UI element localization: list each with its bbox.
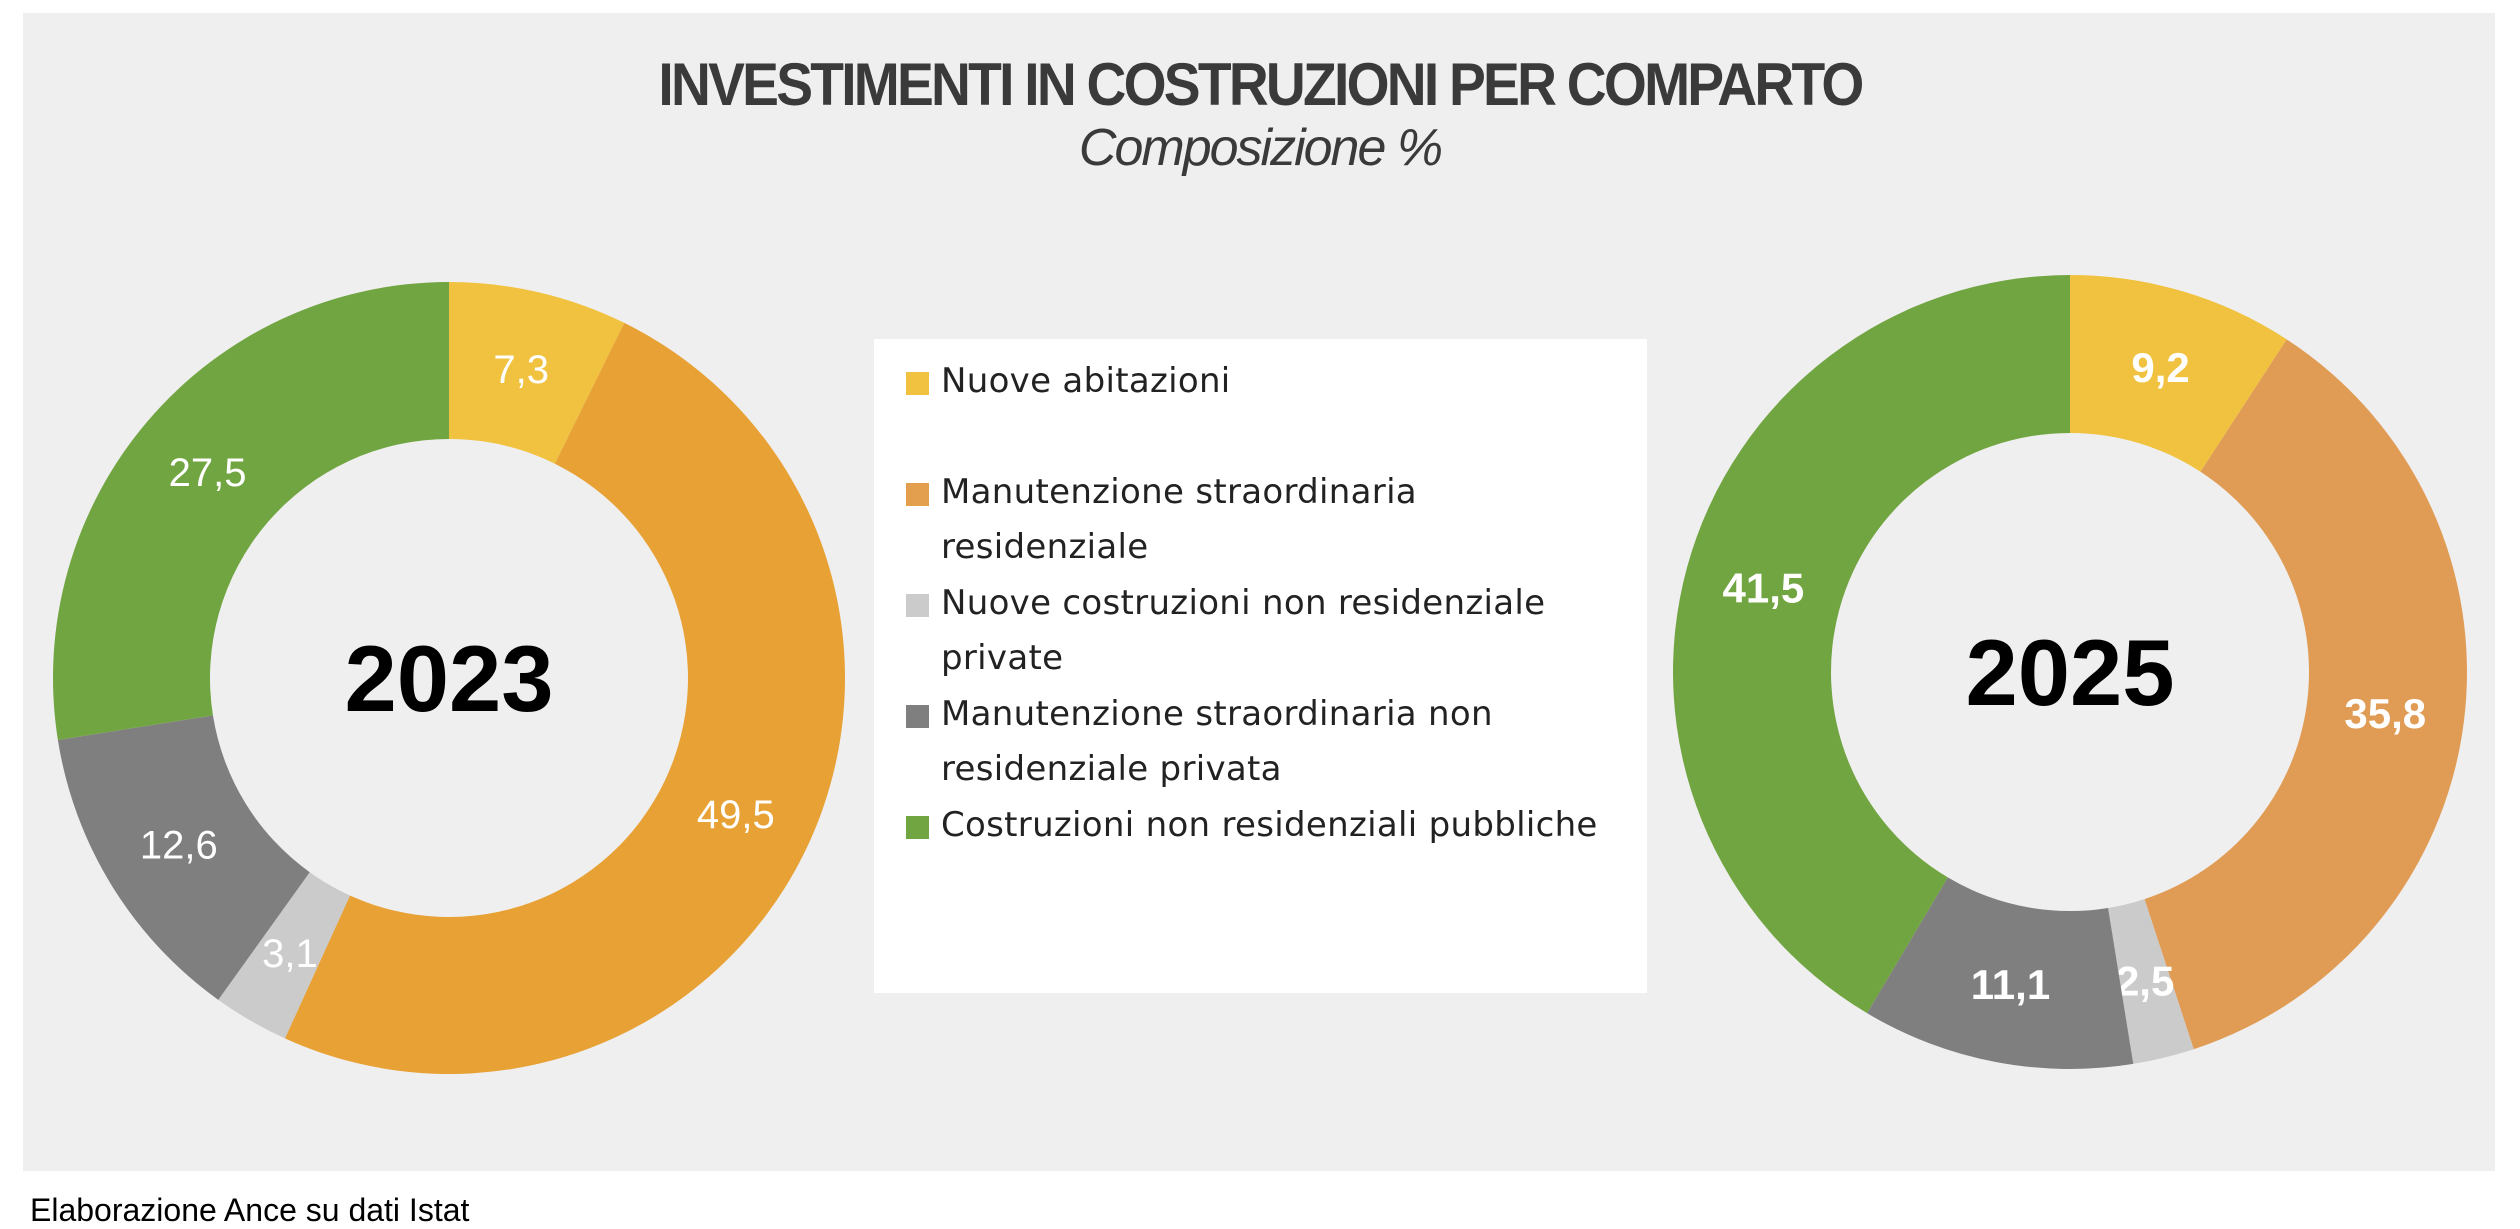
source-caption: Elaborazione Ance su dati Istat [30,1192,470,1228]
donut-slice-2025-1 [2144,339,2467,1050]
donut-slice-2023-0 [449,282,625,464]
data-label: 2,5 [2116,958,2174,1005]
donut-slice-2023-3 [57,715,310,1000]
legend-swatch [906,594,929,617]
data-label: 35,8 [2344,690,2426,737]
data-label: 7,3 [493,348,549,392]
chart-subtitle: Composizione % [1078,119,1443,177]
legend-item-nuove-costruzioni-private: Nuove costruzioni non residenziale priva… [906,576,1606,686]
legend-swatch [906,816,929,839]
donut-slice-2023-4 [52,282,449,740]
donut-slice-2025-0 [2070,275,2287,472]
legend: Nuove abitazioni Manutenzione straordina… [874,339,1647,993]
donut-slice-2025-4 [1673,274,2070,1014]
donut-slice-2025-2 [2108,899,2194,1064]
donut-slice-2023-2 [218,872,350,1039]
legend-swatch [906,483,929,506]
donut-center-year-label: 2025 [1965,620,2174,725]
data-label: 49,5 [697,793,775,837]
legend-item-manutenzione-non-residenziale: Manutenzione straordinaria non residenzi… [906,687,1546,797]
data-label: 27,5 [169,451,247,495]
donut-slice-2025-3 [1867,877,2134,1069]
legend-label: Manutenzione straordinaria residenziale [941,472,1417,567]
legend-item-manutenzione-residenziale: Manutenzione straordinaria residenziale [906,465,1466,575]
legend-item-nuove-abitazioni: Nuove abitazioni [906,354,1606,409]
legend-label: Costruzioni non residenziali pubbliche [941,805,1598,845]
data-label: 41,5 [1723,564,1805,611]
data-label: 11,1 [1971,961,2050,1008]
legend-label: Nuove abitazioni [941,361,1231,401]
chart-title: INVESTIMENTI IN COSTRUZIONI PER COMPARTO [658,51,1864,118]
donut-center-year-label: 2023 [344,626,553,731]
donut-slice-2023-1 [284,322,846,1075]
data-label: 12,6 [140,824,218,868]
legend-label: Manutenzione straordinaria non residenzi… [941,694,1493,789]
legend-item-pubbliche: Costruzioni non residenziali pubbliche [906,798,1666,853]
legend-swatch [906,705,929,728]
legend-swatch [906,372,929,395]
data-label: 9,2 [2131,344,2189,391]
data-label: 3,1 [262,932,318,976]
legend-label: Nuove costruzioni non residenziale priva… [941,583,1546,678]
